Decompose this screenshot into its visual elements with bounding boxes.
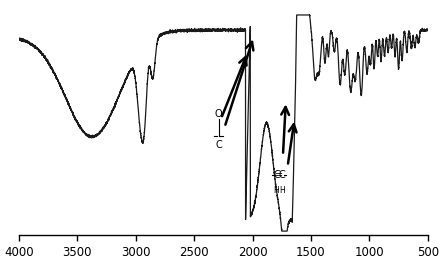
Text: H: H bbox=[280, 186, 285, 195]
Text: =: = bbox=[276, 170, 284, 180]
Text: C: C bbox=[279, 170, 286, 180]
Text: O: O bbox=[215, 109, 222, 119]
Text: C: C bbox=[215, 140, 222, 150]
Text: H: H bbox=[274, 186, 280, 195]
Text: C: C bbox=[273, 170, 280, 180]
